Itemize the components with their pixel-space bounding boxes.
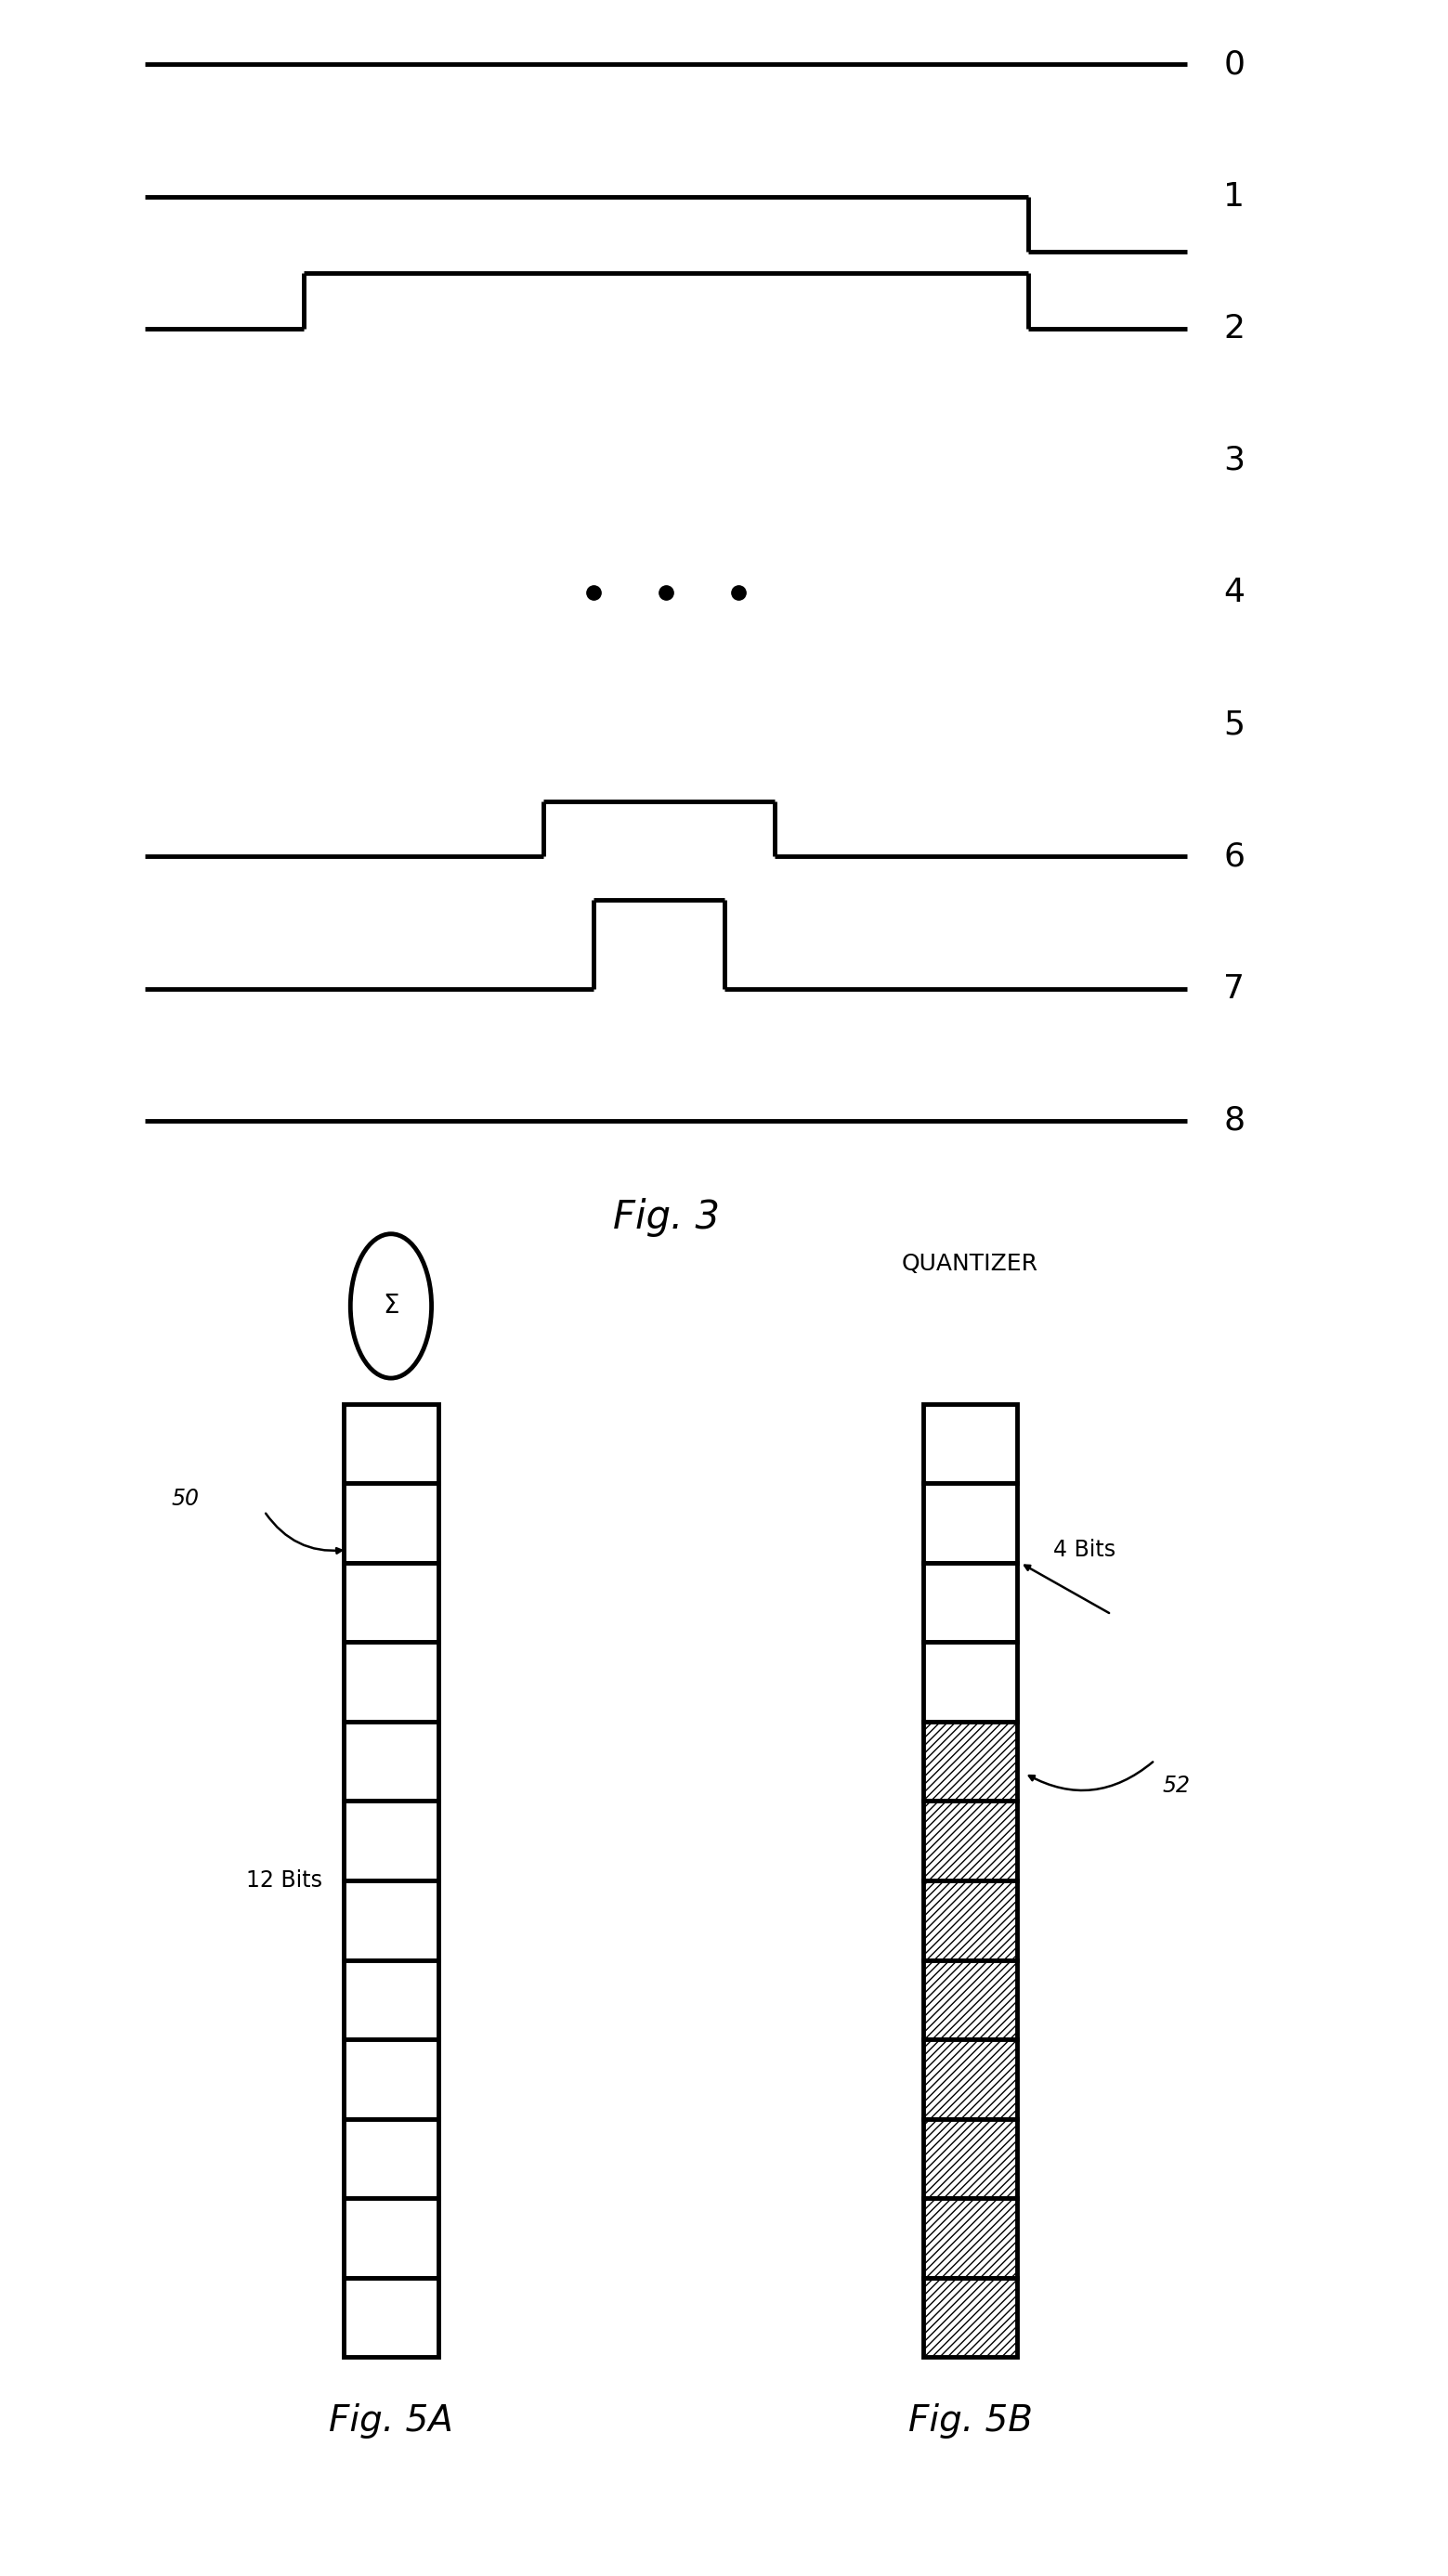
Bar [345, 2197, 437, 2277]
Bar [924, 1721, 1018, 1801]
Bar [345, 1484, 437, 1564]
Bar [924, 1564, 1018, 1643]
Bar [345, 1801, 437, 1880]
Bar [924, 2117, 1018, 2197]
Text: 52: 52 [1161, 1775, 1190, 1798]
Bar [924, 1484, 1018, 1564]
Bar [924, 1801, 1018, 1880]
Bar [924, 2277, 1018, 2357]
Bar [345, 1404, 437, 1484]
Text: 3: 3 [1224, 446, 1245, 477]
Text: 1: 1 [1224, 180, 1245, 211]
Text: Fig. 5B: Fig. 5B [908, 2403, 1032, 2439]
Text: 8: 8 [1224, 1105, 1245, 1136]
Text: 4 Bits: 4 Bits [1054, 1538, 1116, 1561]
Text: 5: 5 [1224, 708, 1245, 739]
Bar [924, 1643, 1018, 1721]
Bar [924, 2197, 1018, 2277]
Bar [345, 1643, 437, 1721]
Bar [924, 2040, 1018, 2117]
Text: Fig. 3: Fig. 3 [613, 1198, 720, 1236]
Bar [345, 2277, 437, 2357]
Text: 2: 2 [1224, 312, 1245, 345]
Bar [345, 2117, 437, 2197]
Text: Σ: Σ [382, 1293, 400, 1319]
Bar [345, 1880, 437, 1960]
Text: 6: 6 [1224, 840, 1245, 873]
Bar [345, 1564, 437, 1643]
Text: 4: 4 [1224, 577, 1245, 608]
Text: 50: 50 [171, 1486, 200, 1510]
Text: Fig. 5A: Fig. 5A [329, 2403, 453, 2439]
Bar [924, 1960, 1018, 2040]
Text: QUANTIZER: QUANTIZER [902, 1252, 1038, 1275]
Bar [924, 1404, 1018, 1484]
Bar [345, 2040, 437, 2117]
Text: 0: 0 [1224, 49, 1245, 80]
Text: 7: 7 [1224, 974, 1245, 1005]
Bar [345, 1721, 437, 1801]
Bar [345, 1960, 437, 2040]
Text: 12 Bits: 12 Bits [246, 1870, 323, 1891]
Bar [924, 1880, 1018, 1960]
